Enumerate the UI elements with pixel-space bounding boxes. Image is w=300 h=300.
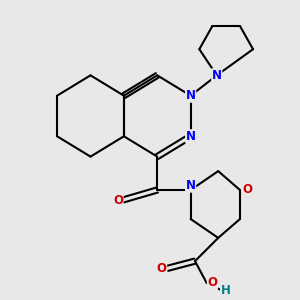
Text: O: O [242, 184, 252, 196]
Text: N: N [186, 130, 196, 143]
Text: N: N [186, 179, 196, 192]
Text: N: N [186, 89, 196, 102]
Text: N: N [212, 69, 222, 82]
Text: H: H [220, 284, 230, 297]
Text: O: O [157, 262, 166, 275]
Text: O: O [113, 194, 123, 207]
Text: O: O [207, 276, 218, 290]
